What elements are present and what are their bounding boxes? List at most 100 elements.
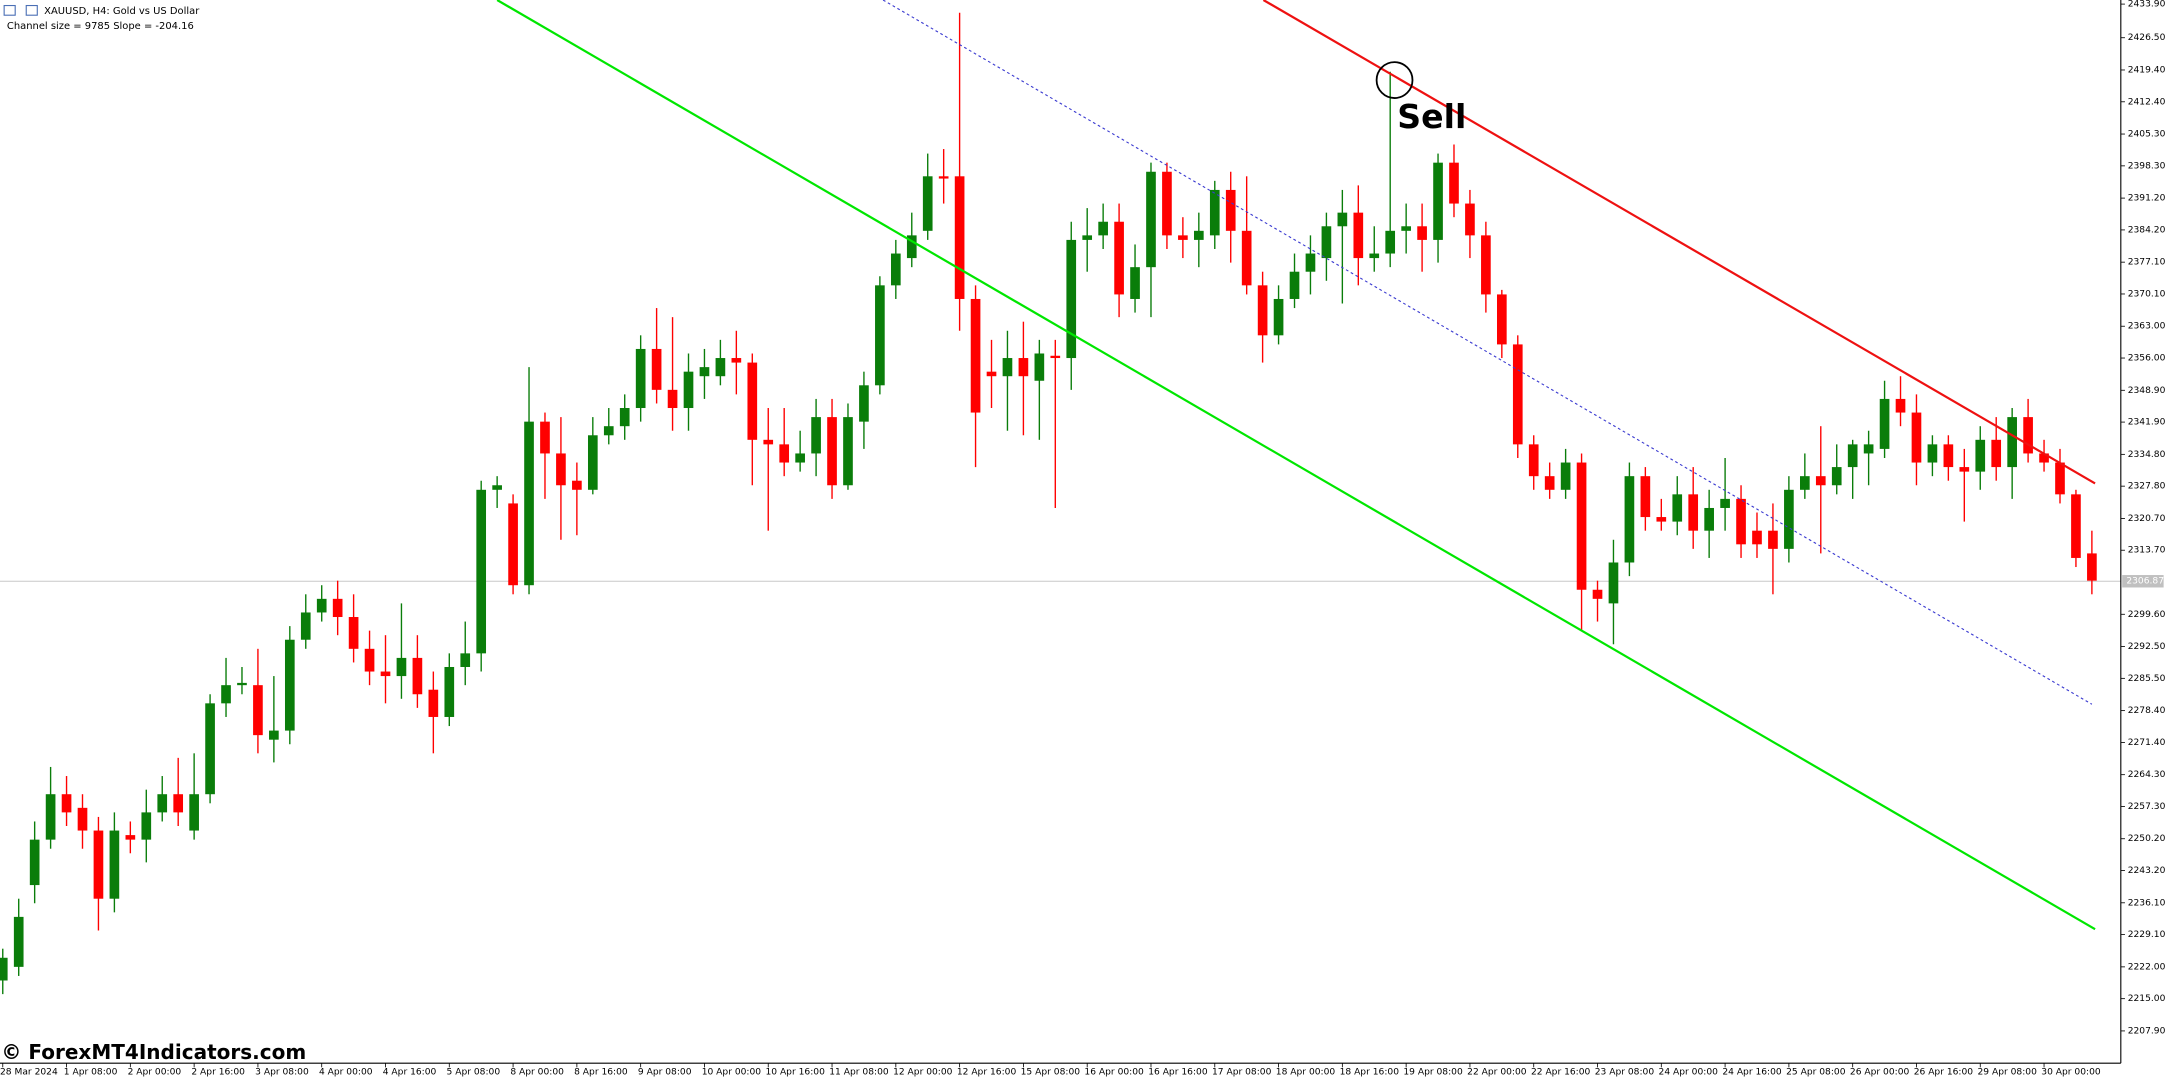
- candle-body: [699, 367, 710, 377]
- candle-body: [795, 453, 805, 463]
- candle-body: [1002, 358, 1013, 377]
- candle-body: [380, 671, 391, 677]
- channel-line: [1262, 0, 2096, 485]
- y-tick-label: 2229.10: [2128, 930, 2165, 940]
- candle-body: [1449, 162, 1459, 204]
- y-tick-label: 2264.30: [2128, 770, 2165, 780]
- candle-body: [13, 916, 24, 967]
- y-tick-label: 2327.80: [2128, 482, 2165, 492]
- candle-body: [1241, 230, 1252, 286]
- candle-body: [1672, 494, 1683, 522]
- x-tick-label: 11 Apr 08:00: [829, 1068, 889, 1077]
- candle-body: [1257, 285, 1268, 336]
- candle-body: [731, 358, 742, 363]
- candle-body: [45, 794, 56, 840]
- candle-body: [1433, 162, 1443, 240]
- y-tick-label: 2356.00: [2128, 354, 2165, 364]
- candle-body: [2087, 553, 2097, 581]
- candle-body: [157, 794, 168, 813]
- candle-body: [1178, 235, 1188, 240]
- candle-body: [29, 839, 40, 886]
- candle-body: [875, 285, 885, 386]
- candle-body: [1114, 221, 1124, 295]
- x-tick-label: 4 Apr 16:00: [383, 1068, 437, 1077]
- candle-body: [1082, 235, 1093, 240]
- x-tick-label: 8 Apr 00:00: [510, 1068, 564, 1077]
- candle-body: [906, 235, 917, 259]
- y-tick-label: 2419.40: [2128, 65, 2165, 75]
- y-tick-label: 2222.00: [2128, 962, 2165, 972]
- candle-body: [779, 444, 790, 463]
- candle-body: [1512, 344, 1523, 445]
- candle-body: [1656, 517, 1667, 522]
- candle-body: [253, 685, 263, 736]
- y-tick-label: 2292.50: [2128, 642, 2165, 652]
- x-tick-label: 26 Apr 16:00: [1914, 1068, 1974, 1077]
- candle-body: [189, 794, 199, 831]
- x-tick-label: 22 Apr 16:00: [1531, 1068, 1591, 1077]
- x-tick-label: 10 Apr 00:00: [702, 1068, 762, 1077]
- candle-body: [1608, 562, 1619, 604]
- candle-body: [348, 617, 359, 649]
- candle-body: [827, 417, 837, 486]
- candle-body: [556, 453, 566, 486]
- candle-body: [1337, 212, 1348, 227]
- candle-body: [1273, 298, 1284, 336]
- y-tick-label: 2341.90: [2128, 418, 2165, 428]
- candle-body: [651, 348, 662, 390]
- candle-body: [1401, 226, 1411, 231]
- plot-area: [0, 0, 2121, 995]
- candle-body: [1624, 476, 1635, 563]
- candle-body: [1289, 271, 1300, 299]
- chart-subtitle: Channel size = 9785 Slope = -204.16: [7, 21, 194, 32]
- candle-body: [1193, 230, 1204, 240]
- candle-body: [859, 385, 869, 422]
- candle-body: [1911, 412, 1922, 463]
- candle-body: [237, 682, 247, 686]
- candle-body: [970, 298, 981, 413]
- x-tick-label: 18 Apr 16:00: [1340, 1068, 1400, 1077]
- candle-body: [843, 417, 853, 486]
- candle-body: [811, 417, 821, 454]
- candle-body: [1560, 462, 1571, 490]
- symbol-icons: [3, 4, 38, 16]
- y-tick-label: 2398.30: [2128, 161, 2165, 171]
- candle-body: [667, 389, 678, 409]
- candle-body: [1863, 444, 1874, 454]
- y-tick-label: 2334.80: [2128, 450, 2165, 460]
- candle-body: [1050, 355, 1061, 359]
- candle-body: [0, 957, 8, 981]
- y-tick-label: 2348.90: [2128, 386, 2165, 396]
- candle-body: [1736, 498, 1746, 545]
- candle-body: [1688, 494, 1699, 531]
- candle-body: [1815, 476, 1826, 486]
- candle-body: [508, 503, 518, 586]
- candle-body: [1544, 476, 1555, 490]
- candle-body: [603, 426, 614, 436]
- x-tick-label: 12 Apr 16:00: [957, 1068, 1017, 1077]
- y-tick-label: 2320.70: [2128, 514, 2165, 524]
- candle-body: [1576, 462, 1587, 590]
- icon: [25, 4, 38, 16]
- candle-body: [93, 830, 104, 899]
- chart-title: XAUUSD, H4: Gold vs US Dollar: [44, 6, 200, 17]
- y-tick-label: 2215.00: [2128, 994, 2165, 1004]
- candle-body: [1927, 444, 1938, 463]
- candle-body: [747, 362, 758, 440]
- x-tick-label: 29 Apr 08:00: [1977, 1068, 2037, 1077]
- candle-body: [1465, 203, 1475, 236]
- candle-body: [1130, 267, 1140, 299]
- candle-body: [1592, 589, 1603, 599]
- candle-body: [1496, 294, 1507, 345]
- candle-body: [412, 657, 423, 695]
- candle-body: [1034, 353, 1045, 381]
- candle-body: [1209, 189, 1220, 236]
- y-tick-label: 2285.50: [2128, 674, 2165, 684]
- candle-body: [1162, 171, 1172, 236]
- candle-body: [683, 371, 694, 409]
- candle-body: [1385, 230, 1396, 254]
- signal-circle: [1375, 61, 1414, 99]
- candle-body: [1098, 221, 1108, 236]
- candle-body: [1369, 253, 1380, 259]
- x-tick-label: 23 Apr 08:00: [1595, 1068, 1655, 1077]
